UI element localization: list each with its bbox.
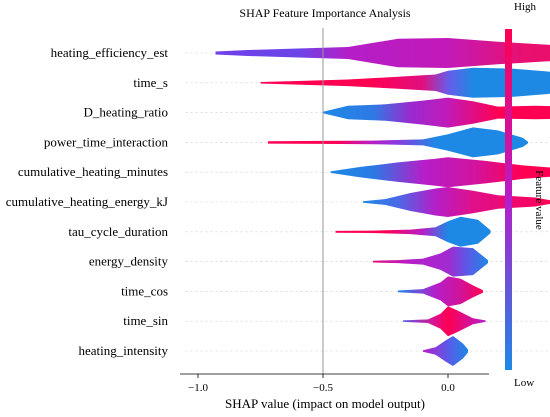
colorbar: High Low Feature value: [505, 1, 545, 389]
feature-label: power_time_interaction: [44, 134, 169, 149]
feature-label: cumulative_heating_energy_kJ: [6, 194, 168, 209]
feature-row: tau_cycle_duration: [68, 216, 550, 247]
feature-label: time_cos: [121, 283, 168, 298]
feature-label: heating_intensity: [78, 343, 168, 358]
x-tick-label: 0.0: [441, 382, 455, 394]
chart-title: SHAP Feature Importance Analysis: [239, 6, 411, 20]
violin-shape: [215, 38, 550, 68]
violin-shape: [373, 246, 488, 277]
violin-shape: [363, 187, 550, 217]
feature-label: energy_density: [89, 254, 169, 269]
violin-shape: [403, 306, 486, 337]
x-tick-label: −0.5: [313, 382, 333, 394]
feature-row: D_heating_ratio: [84, 97, 550, 128]
feature-label: D_heating_ratio: [84, 105, 168, 120]
feature-row: cumulative_heating_energy_kJ: [6, 187, 550, 217]
feature-row: heating_intensity: [78, 336, 550, 366]
violin-shape: [268, 127, 528, 158]
colorbar-gradient: [505, 29, 512, 370]
feature-label: tau_cycle_duration: [68, 224, 168, 239]
colorbar-high-label: High: [514, 1, 537, 13]
feature-row: energy_density: [89, 246, 550, 277]
violin-shape: [323, 97, 550, 128]
feature-row: time_cos: [121, 276, 550, 307]
violin-shape: [330, 157, 550, 188]
feature-row: cumulative_heating_minutes: [18, 157, 550, 188]
x-axis-label: SHAP value (impact on model output): [225, 396, 425, 411]
violin-shape: [260, 67, 550, 98]
x-tick-label: −1.0: [188, 382, 208, 394]
colorbar-low-label: Low: [514, 377, 534, 389]
feature-label: heating_efficiency_est: [51, 45, 169, 60]
feature-label: time_s: [133, 75, 168, 90]
x-axis-ticks: −1.0−0.50.00.51.0: [188, 374, 455, 394]
colorbar-title: Feature value: [533, 170, 545, 230]
feature-label: time_sin: [123, 313, 168, 328]
feature-label: cumulative_heating_minutes: [18, 164, 168, 179]
feature-row: power_time_interaction: [44, 127, 550, 158]
violin-shape: [423, 336, 468, 366]
feature-row: time_s: [133, 67, 550, 98]
x-axis: −1.0−0.50.00.51.0 SHAP value (impact on …: [180, 373, 489, 411]
violin-rows: heating_efficiency_est time_s D_heating_ra…: [6, 38, 550, 366]
violin-shape: [398, 276, 483, 307]
feature-row: heating_efficiency_est: [51, 38, 550, 68]
violin-shape: [335, 216, 491, 247]
feature-row: time_sin: [123, 306, 550, 337]
